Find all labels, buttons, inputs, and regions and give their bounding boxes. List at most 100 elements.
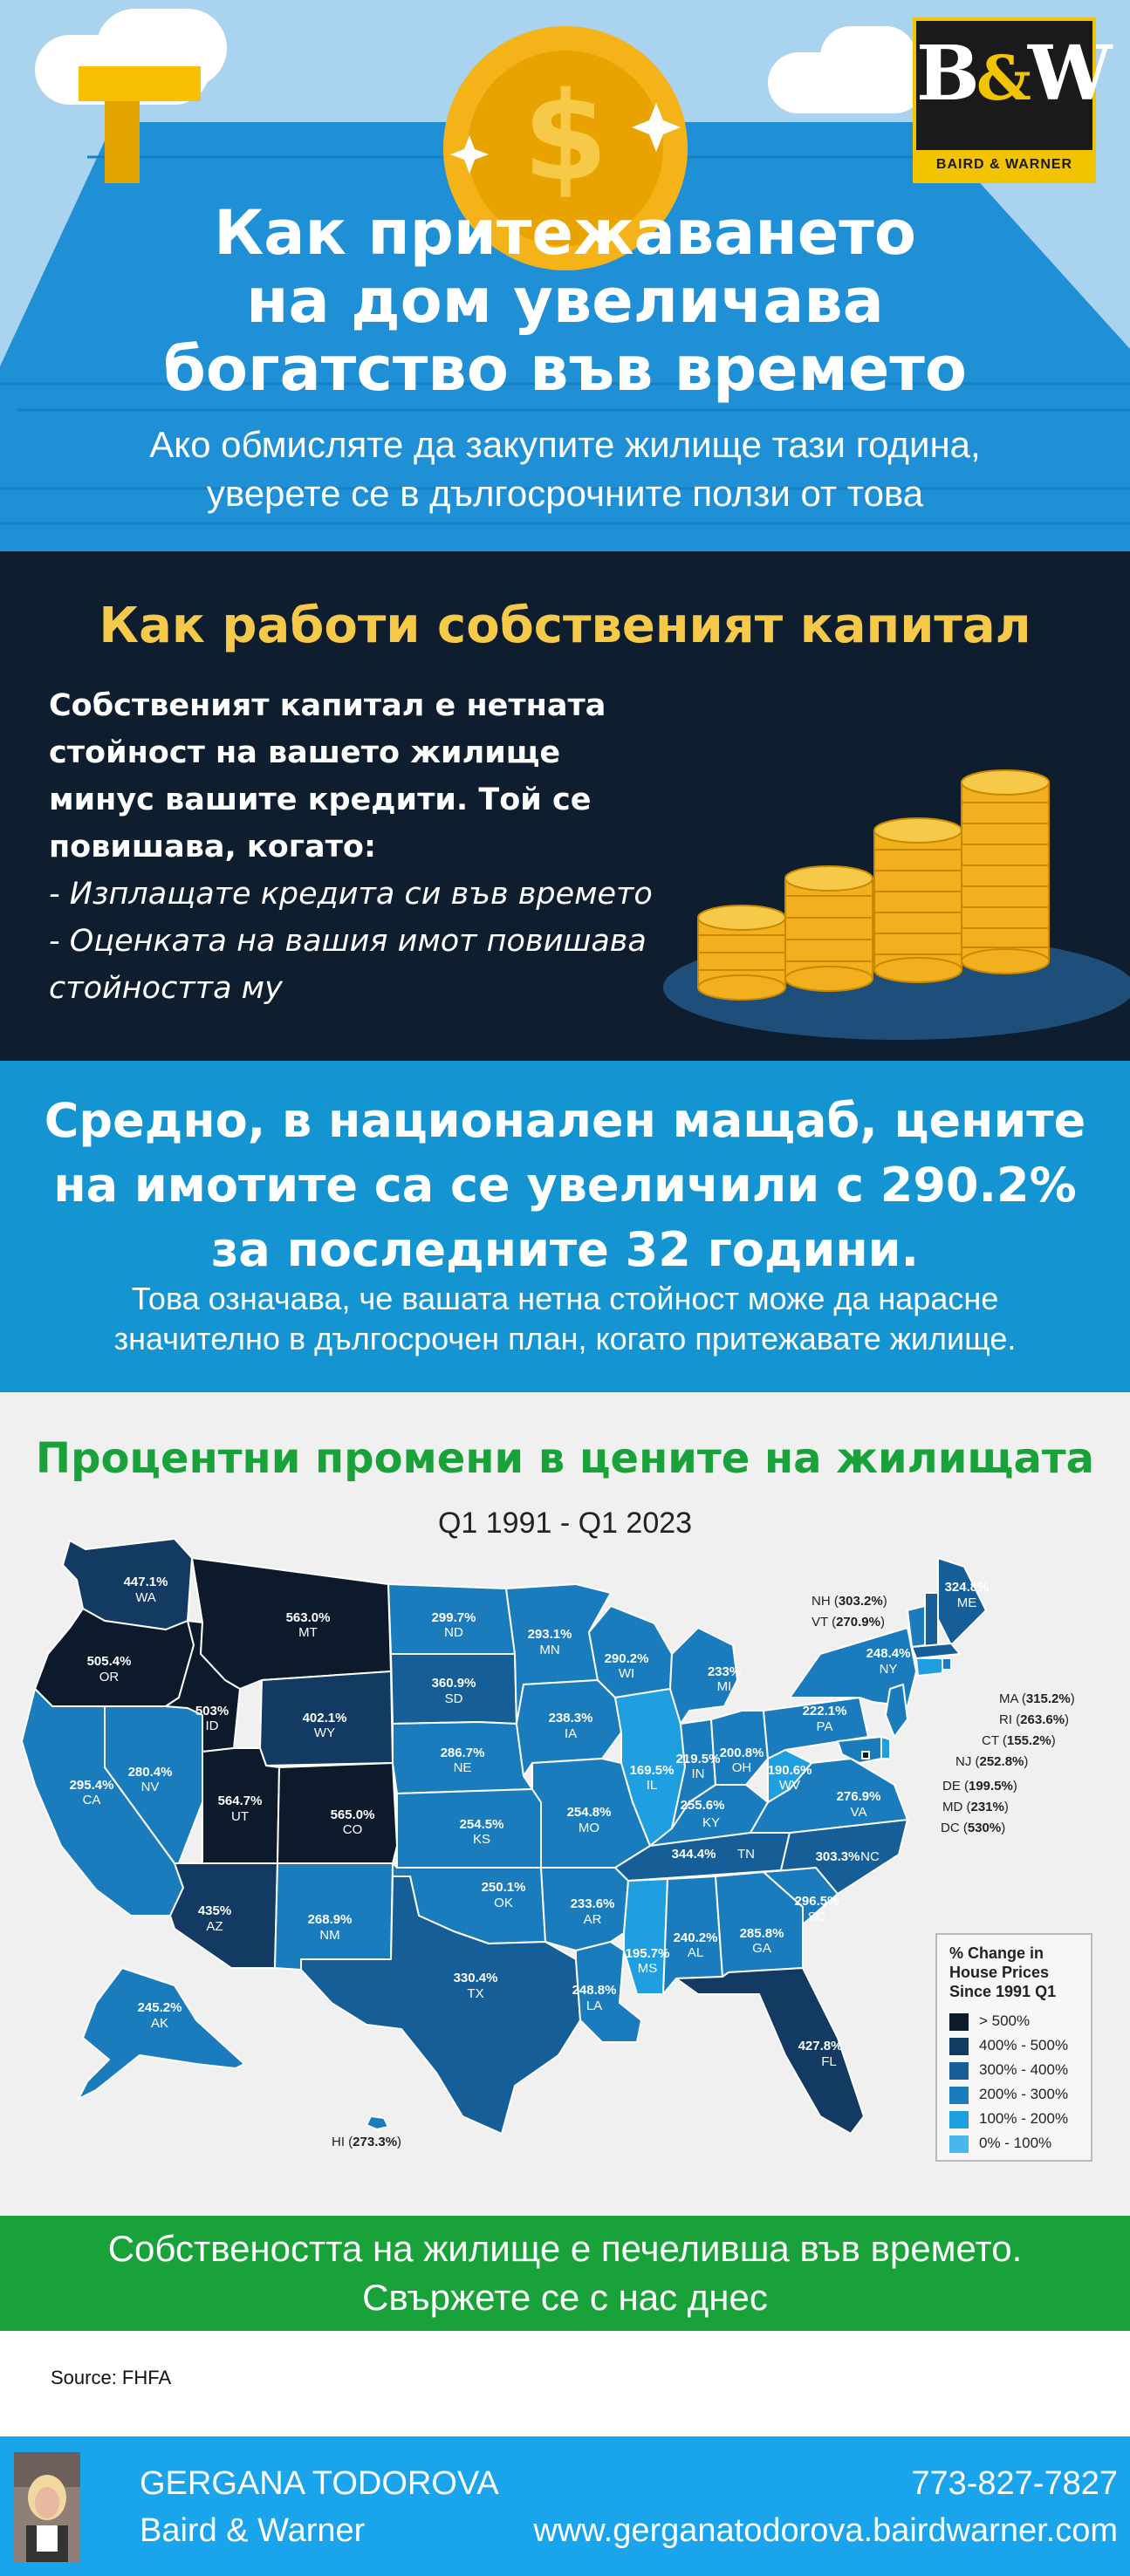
legend-label: 200% - 300%	[979, 2086, 1069, 2102]
cta-text: Собствеността на жилище е печеливша във …	[17, 2224, 1113, 2322]
state-de	[880, 1736, 891, 1759]
state-code-wa: WA	[135, 1590, 156, 1605]
state-value-ca: 295.4%	[70, 1778, 114, 1793]
state-code-mn: MN	[539, 1643, 559, 1657]
state-side-label-ri: RI (263.6%)	[999, 1712, 1069, 1727]
state-value-nc: 303.3%	[816, 1849, 860, 1864]
state-code-oh: OH	[732, 1760, 752, 1775]
state-value-in: 219.5%	[676, 1752, 721, 1766]
state-code-tx: TX	[467, 1986, 483, 2001]
state-value-nm: 268.9%	[308, 1912, 353, 1927]
legend-item: 300% - 400%	[949, 2059, 1091, 2083]
state-pa	[763, 1697, 869, 1759]
state-side-label-nj: NJ (252.8%)	[955, 1754, 1028, 1769]
logo-band-text: BAIRD & WARNER	[916, 150, 1092, 180]
state-ne	[392, 1721, 533, 1794]
stat-heading: Средно, в национален мащаб, цените на им…	[35, 1089, 1095, 1282]
equity-item-text: стойността му	[49, 971, 283, 1006]
state-code-ne: NE	[454, 1760, 472, 1775]
state-value-wi: 290.2%	[605, 1651, 649, 1666]
state-ms	[623, 1878, 668, 1995]
page-title: Как притежаването на дом увеличава богат…	[52, 199, 1078, 403]
state-code-wy: WY	[314, 1725, 335, 1740]
legend-label: 0% - 100%	[979, 2135, 1052, 2151]
legend-swatch	[949, 2062, 969, 2080]
state-code-ga: GA	[752, 1941, 771, 1956]
title-line: на дом увеличава	[246, 265, 884, 337]
state-value-id: 503%	[195, 1704, 229, 1718]
legend-title: % Change in House Prices Since 1991 Q1	[949, 1944, 1091, 2001]
state-value-mt: 563.0%	[286, 1610, 331, 1625]
svg-text:$: $	[523, 66, 607, 208]
agent-phone[interactable]: 773-827-7827	[911, 2465, 1118, 2502]
agent-name: GERGANA TODOROVA	[140, 2465, 499, 2502]
legend-label: 100% - 200%	[979, 2110, 1069, 2127]
legend-item: 0% - 100%	[949, 2132, 1091, 2156]
state-value-wv: 190.6%	[768, 1763, 812, 1778]
coin-stacks-illustration	[663, 769, 1130, 1040]
state-value-ia: 238.3%	[549, 1711, 593, 1725]
state-az	[169, 1862, 278, 1969]
state-value-wa: 447.1%	[124, 1575, 168, 1589]
state-code-mi: MI	[717, 1679, 732, 1694]
legend-label: > 500%	[979, 2012, 1031, 2029]
stat-text-line: Това означава, че вашата нетна стойност …	[131, 1281, 999, 1316]
baird-warner-logo: B&W BAIRD & WARNER	[913, 17, 1112, 183]
state-code-pa: PA	[817, 1719, 833, 1734]
definition-line: Собственият капитал е нетната	[49, 688, 606, 723]
coin-stack	[697, 769, 1050, 1001]
state-value-tn: 344.4%	[672, 1847, 716, 1862]
state-ma	[911, 1643, 961, 1659]
state-code-ar: AR	[584, 1912, 602, 1927]
state-side-label-md: MD (231%)	[942, 1800, 1009, 1814]
source-note: Source: FHFA	[51, 2367, 172, 2388]
state-code-ny: NY	[880, 1662, 898, 1677]
state-value-pa: 222.1%	[803, 1704, 847, 1718]
state-side-label-hi: HI (273.3%)	[332, 2135, 401, 2149]
state-co	[277, 1762, 398, 1864]
state-code-mo: MO	[579, 1821, 599, 1835]
state-code-az: AZ	[206, 1919, 223, 1934]
page-subtitle: Ако обмисляте да закупите жилище тази го…	[35, 420, 1095, 518]
agent-website-link[interactable]: www.gergana­todorova.bairdwarner.com	[533, 2512, 1118, 2549]
legend-item: 200% - 300%	[949, 2083, 1091, 2108]
state-fl	[675, 1967, 865, 2135]
definition-line: минус вашите кредити. Той се	[49, 782, 592, 817]
legend-swatch	[949, 2038, 969, 2055]
state-value-ak: 245.2%	[138, 2000, 182, 2015]
legend-swatch	[949, 2111, 969, 2128]
state-code-co: CO	[343, 1822, 363, 1837]
us-states-map: 447.1%WA 505.4%OR 295.4%CA 280.4%NV 503%ID 56…	[21, 1538, 1075, 2149]
header-banner: $ B&W BAIRD & WARNER Как притежаването н…	[0, 0, 1130, 551]
state-value-sd: 360.9%	[432, 1676, 476, 1691]
state-value-il: 169.5%	[630, 1763, 675, 1778]
legend-title-line: Since 1991 Q1	[949, 1983, 1057, 2000]
cta-line: Свържете се с нас днес	[362, 2277, 768, 2318]
state-value-co: 565.0%	[331, 1807, 375, 1822]
state-value-wy: 402.1%	[303, 1711, 347, 1725]
state-value-nv: 280.4%	[128, 1765, 173, 1780]
legend-swatch	[949, 2135, 969, 2153]
state-md	[837, 1736, 882, 1764]
state-value-mi: 233%	[708, 1664, 741, 1679]
cloud	[820, 26, 916, 87]
agent-company: Baird & Warner	[140, 2512, 366, 2549]
state-value-az: 435%	[198, 1903, 231, 1918]
state-value-ne: 286.7%	[441, 1746, 485, 1760]
state-ny	[789, 1627, 917, 1707]
agent-footer: GERGANA TODOROVA Baird & Warner 773-827-…	[0, 2436, 1130, 2576]
subtitle-line: уверете се в дългосрочните ползи от това	[206, 473, 924, 514]
legend-title-line: % Change in	[949, 1944, 1044, 1962]
state-value-sc: 296.5%	[795, 1894, 839, 1909]
state-code-ia: IA	[565, 1726, 577, 1741]
equity-body: Собственият капитал е нетната стойност н…	[49, 682, 695, 1012]
state-value-oh: 200.8%	[720, 1746, 764, 1760]
national-stat-section: Средно, в национален мащаб, цените на им…	[0, 1061, 1130, 1392]
equity-item: - Изплащате кредита си във времето - Оце…	[49, 871, 695, 1012]
state-ri	[942, 1657, 952, 1671]
state-code-sd: SD	[445, 1691, 463, 1706]
state-code-ms: MS	[638, 1961, 658, 1976]
state-side-label-nh: NH (303.2%)	[812, 1594, 887, 1609]
legend-title-line: House Prices	[949, 1964, 1050, 1981]
state-value-ms: 195.7%	[626, 1946, 670, 1961]
